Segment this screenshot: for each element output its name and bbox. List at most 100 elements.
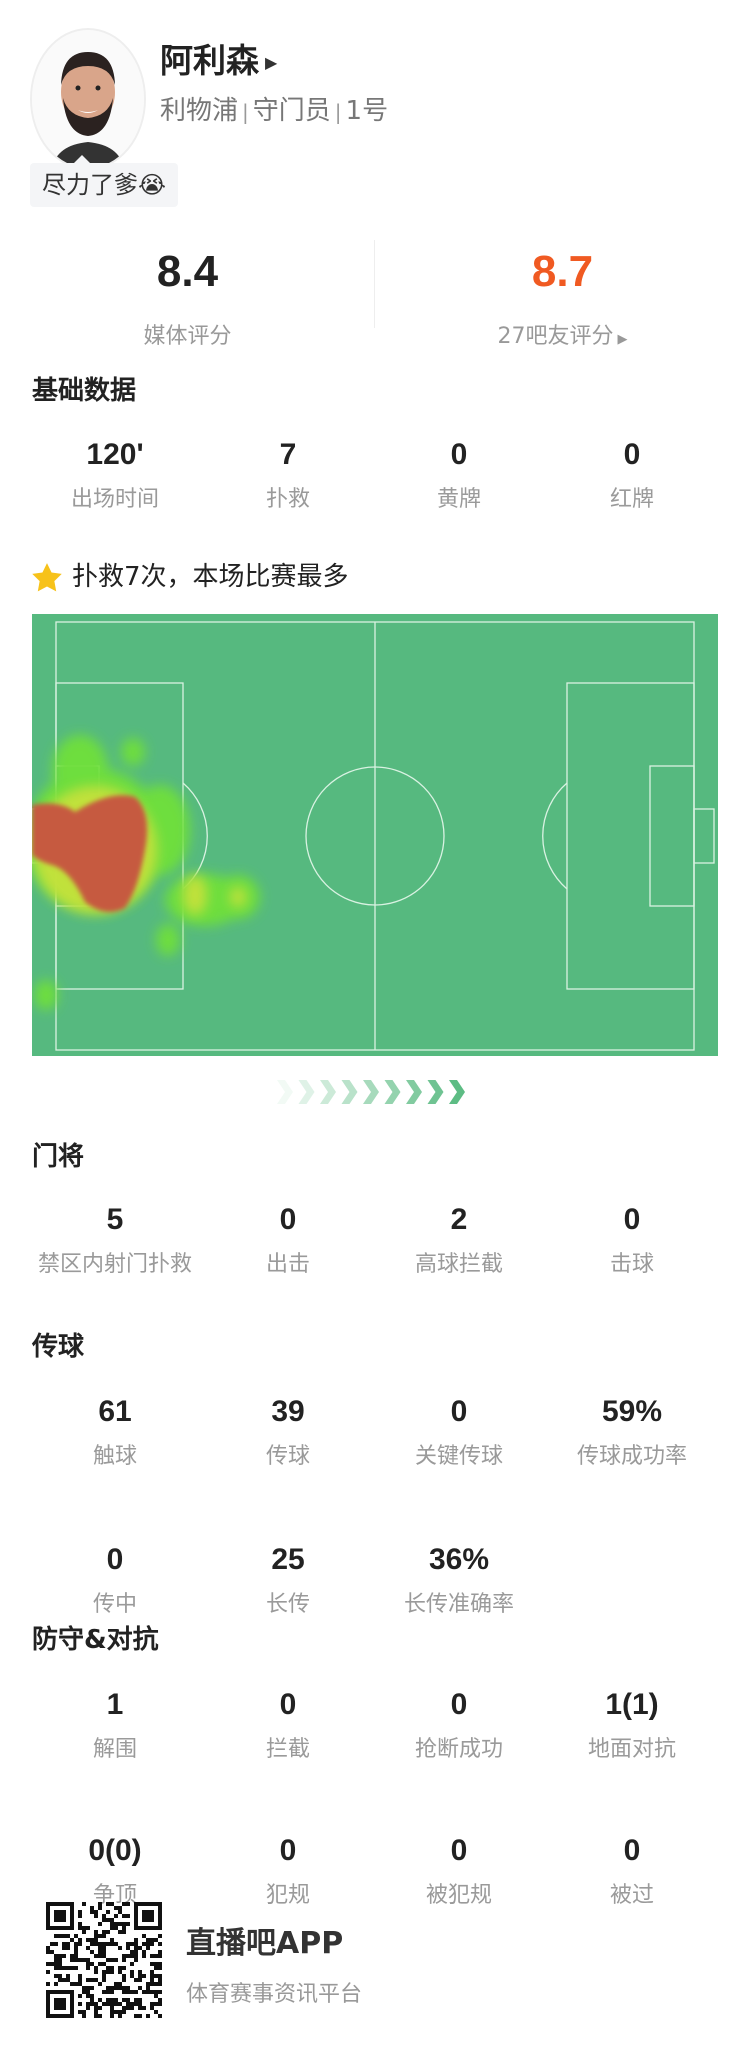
stat-label: 击球 bbox=[609, 1252, 654, 1277]
stat-item: 5 禁区内射门扑救 bbox=[29, 1202, 201, 1278]
stat-item: 0 出击 bbox=[202, 1202, 374, 1278]
stat-value: 0 bbox=[450, 438, 468, 471]
media-rating: 8.4 媒体评分 bbox=[0, 246, 375, 350]
stat-item: 0 击球 bbox=[546, 1202, 718, 1278]
stat-item: 25 长传 bbox=[202, 1542, 374, 1618]
stat-label: 禁区内射门扑救 bbox=[37, 1252, 192, 1277]
stat-value: 0 bbox=[450, 1395, 468, 1428]
chevron-right-icon bbox=[298, 1080, 315, 1104]
chevron-right-icon bbox=[406, 1080, 422, 1104]
caret-right-icon: ▶ bbox=[265, 53, 278, 72]
chevron-right-icon bbox=[449, 1080, 465, 1104]
section-title-passing: 传球 bbox=[32, 1332, 85, 1362]
stat-label: 长传准确率 bbox=[403, 1592, 514, 1617]
stat-label: 传球成功率 bbox=[576, 1444, 687, 1469]
stat-value: 0 bbox=[450, 1834, 468, 1867]
stat-item: 36% 长传准确率 bbox=[373, 1542, 545, 1618]
stat-item: 2 高球拦截 bbox=[373, 1202, 545, 1278]
stat-label: 扑救 bbox=[265, 487, 310, 512]
stat-value: 2 bbox=[450, 1203, 468, 1236]
stat-label: 长传 bbox=[265, 1592, 310, 1617]
player-position: 守门员 bbox=[252, 96, 331, 126]
stat-label: 关键传球 bbox=[414, 1444, 503, 1469]
chevron-right-icon bbox=[427, 1080, 444, 1104]
stat-item: 0 被过 bbox=[546, 1833, 718, 1909]
stat-label: 地面对抗 bbox=[587, 1737, 676, 1762]
stat-label: 红牌 bbox=[609, 487, 654, 512]
stat-item: 0 红牌 bbox=[546, 437, 718, 513]
stat-item: 59% 传球成功率 bbox=[546, 1394, 718, 1470]
stat-value: 25 bbox=[271, 1543, 305, 1576]
separator: | bbox=[334, 99, 342, 124]
stat-item: 0 犯规 bbox=[202, 1833, 374, 1909]
caret-right-icon: ▶ bbox=[617, 332, 628, 347]
stat-label: 高球拦截 bbox=[414, 1252, 503, 1277]
stat-value: 0 bbox=[279, 1688, 297, 1721]
stat-value: 0 bbox=[106, 1543, 124, 1576]
divider bbox=[374, 240, 375, 328]
app-name: 直播吧APP bbox=[186, 1926, 344, 1961]
heatmap-pitch bbox=[32, 614, 718, 1056]
stat-value: 7 bbox=[279, 438, 297, 471]
stat-item: 61 触球 bbox=[29, 1394, 201, 1470]
player-name: 阿利森 bbox=[160, 41, 259, 80]
crying-emoji-icon: 😭 bbox=[138, 171, 167, 199]
player-number: 1号 bbox=[345, 96, 389, 126]
stat-value: 120' bbox=[86, 438, 144, 471]
chevron-right-icon bbox=[363, 1080, 379, 1104]
player-name-link[interactable]: 阿利森 ▶ bbox=[160, 34, 277, 82]
stat-value: 0 bbox=[279, 1203, 297, 1236]
fan-rating-link[interactable]: 8.7 27吧友评分 ▶ bbox=[375, 246, 750, 350]
media-rating-value: 8.4 bbox=[156, 247, 219, 296]
fan-rating-label: 27吧友评分 bbox=[497, 324, 614, 349]
stat-item: 120' 出场时间 bbox=[29, 437, 201, 513]
star-icon bbox=[32, 562, 62, 591]
comment-bubble: 尽力了爹😭 bbox=[30, 155, 179, 207]
stat-item: 0 传中 bbox=[29, 1542, 201, 1618]
stat-value: 0(0) bbox=[88, 1834, 142, 1867]
stat-label: 传球 bbox=[265, 1444, 310, 1469]
stat-value: 61 bbox=[98, 1395, 132, 1428]
stat-value: 36% bbox=[428, 1543, 490, 1576]
highlight-text: 扑救7次，本场比赛最多 bbox=[72, 562, 349, 592]
separator: | bbox=[242, 99, 249, 124]
stat-value: 5 bbox=[106, 1203, 124, 1236]
stat-label: 被犯规 bbox=[425, 1883, 492, 1908]
stat-label: 被过 bbox=[609, 1883, 654, 1908]
qr-code-icon bbox=[46, 1902, 162, 2018]
stat-label: 黄牌 bbox=[436, 487, 481, 512]
pitch-lines bbox=[32, 621, 715, 1051]
stat-item: 1(1) 地面对抗 bbox=[546, 1687, 718, 1763]
stat-item: 0 拦截 bbox=[202, 1687, 374, 1763]
stat-item: 0 被犯规 bbox=[373, 1833, 545, 1909]
heatmap-layer bbox=[32, 735, 260, 1010]
stat-value: 1(1) bbox=[605, 1688, 659, 1721]
stat-item: 0 黄牌 bbox=[373, 437, 545, 513]
stat-value: 0 bbox=[450, 1688, 468, 1721]
media-rating-label: 媒体评分 bbox=[143, 324, 232, 349]
stat-item: 39 传球 bbox=[202, 1394, 374, 1470]
stat-value: 59% bbox=[601, 1395, 663, 1428]
player-info: 利物浦 | 守门员 | 1号 bbox=[160, 90, 388, 127]
section-title-goalkeeping: 门将 bbox=[32, 1142, 85, 1172]
stat-label: 拦截 bbox=[265, 1737, 310, 1762]
app-slogan: 体育赛事资讯平台 bbox=[186, 1982, 363, 2007]
chevron-right-icon bbox=[384, 1080, 401, 1104]
attack-direction-arrows bbox=[277, 1080, 465, 1104]
avatar[interactable] bbox=[30, 28, 146, 170]
stat-value: 0 bbox=[279, 1834, 297, 1867]
stat-label: 出场时间 bbox=[70, 487, 159, 512]
player-photo bbox=[32, 30, 144, 168]
stat-value: 0 bbox=[623, 1834, 641, 1867]
stat-value: 1 bbox=[106, 1688, 124, 1721]
team-name: 利物浦 bbox=[160, 96, 239, 126]
stat-value: 39 bbox=[271, 1395, 305, 1428]
stat-label: 抢断成功 bbox=[414, 1737, 503, 1762]
stat-value: 0 bbox=[623, 1203, 641, 1236]
stat-label: 犯规 bbox=[265, 1883, 310, 1908]
stat-item: 0 抢断成功 bbox=[373, 1687, 545, 1763]
section-title-basic: 基础数据 bbox=[32, 376, 137, 406]
stat-label: 解围 bbox=[92, 1737, 137, 1762]
highlight-banner: 扑救7次，本场比赛最多 bbox=[30, 556, 349, 595]
stat-item: 0(0) 争顶 bbox=[29, 1833, 201, 1909]
